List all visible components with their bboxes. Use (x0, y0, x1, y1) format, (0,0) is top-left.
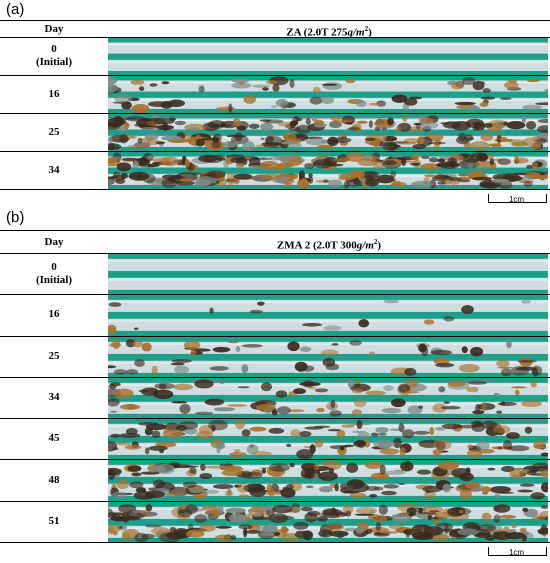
steel-strip (108, 59, 548, 71)
row-day-label: 48 (0, 474, 108, 487)
table-b-title: ZMA 2 (2.0T 300g/m2) (276, 238, 382, 252)
row-day-value: 0 (51, 260, 57, 273)
table-b-day-header: Day (44, 236, 64, 248)
row-day-label: 45 (0, 432, 108, 445)
table-b-bottom-rule (0, 542, 550, 543)
panel-a-letter: (a) (6, 1, 25, 18)
specimen-photo (108, 152, 548, 189)
row-rule (0, 113, 550, 114)
specimen-photo (108, 377, 548, 419)
table-a-bottom-rule (0, 189, 550, 190)
steel-strip (108, 277, 548, 290)
table-a-title: ZA (2.0T 275g/m2) (286, 25, 372, 39)
table-a-day-header: Day (44, 23, 64, 35)
row-day-value: 34 (48, 391, 60, 403)
steel-strip (108, 42, 548, 54)
steel-strip (108, 258, 548, 271)
row-rule (0, 151, 550, 152)
row-rule (0, 294, 550, 296)
row-day-value: 0 (51, 43, 57, 55)
specimen-photo (108, 38, 548, 75)
specimen-photo (108, 114, 548, 151)
row-day-label: 34 (0, 164, 108, 177)
table-a-top-rule (0, 20, 550, 21)
table-b-header-rule (0, 253, 550, 254)
specimen-strips (108, 258, 548, 290)
scale-bar-b (488, 547, 547, 556)
row-rule (0, 459, 550, 461)
row-day-label: 51 (0, 515, 108, 528)
steel-strip (108, 118, 548, 130)
specimen-strips (108, 460, 548, 501)
row-day-label: 0 (Initial) (0, 261, 108, 287)
row-day-label: 0 (Initial) (0, 43, 108, 69)
scale-label-a: 1cm (508, 195, 525, 204)
table-a-header-rule (0, 37, 550, 38)
row-day-value: 48 (48, 473, 60, 486)
row-day-value: 51 (48, 514, 60, 527)
row-rule (0, 376, 550, 378)
row-day-value: 25 (48, 125, 60, 138)
row-rule (0, 500, 550, 502)
specimen-photo (108, 501, 548, 542)
row-day-label: 16 (0, 88, 108, 101)
table-b-top-rule (0, 230, 550, 231)
specimen-photo (108, 295, 548, 336)
specimen-strips (108, 152, 548, 189)
steel-strip (108, 382, 548, 395)
scale-label-b: 1cm (508, 548, 525, 557)
specimen-strips (108, 502, 548, 542)
row-day-sub: (Initial) (35, 56, 73, 68)
specimen-photo (108, 254, 548, 295)
steel-strip (108, 300, 548, 313)
panel-b-letter: (b) (6, 209, 25, 226)
row-day-value: 16 (48, 87, 60, 100)
specimen-strips (108, 115, 548, 151)
specimen-strips (108, 338, 548, 377)
row-day-label: 25 (0, 350, 108, 363)
row-rule (0, 418, 550, 420)
specimen-photo (108, 76, 548, 113)
row-rule (0, 335, 550, 337)
row-rule (0, 75, 550, 76)
row-day-sub: (Initial) (35, 273, 73, 286)
specimen-strips (108, 419, 548, 460)
specimen-photo (108, 460, 548, 501)
row-day-value: 34 (48, 163, 60, 176)
row-day-label: 16 (0, 308, 108, 321)
steel-strip (108, 173, 548, 185)
row-day-label: 25 (0, 126, 108, 139)
specimen-photo (108, 419, 548, 460)
specimen-strips (108, 379, 548, 417)
specimen-photo (108, 336, 548, 377)
specimen-strips (108, 42, 548, 71)
scale-bar-a (488, 194, 547, 203)
row-day-value: 25 (48, 349, 60, 362)
row-day-value: 45 (48, 432, 60, 445)
row-day-value: 16 (48, 308, 60, 321)
specimen-strips (108, 299, 548, 335)
specimen-strips (108, 76, 548, 113)
steel-strip (108, 319, 548, 332)
row-day-label: 34 (0, 391, 108, 404)
